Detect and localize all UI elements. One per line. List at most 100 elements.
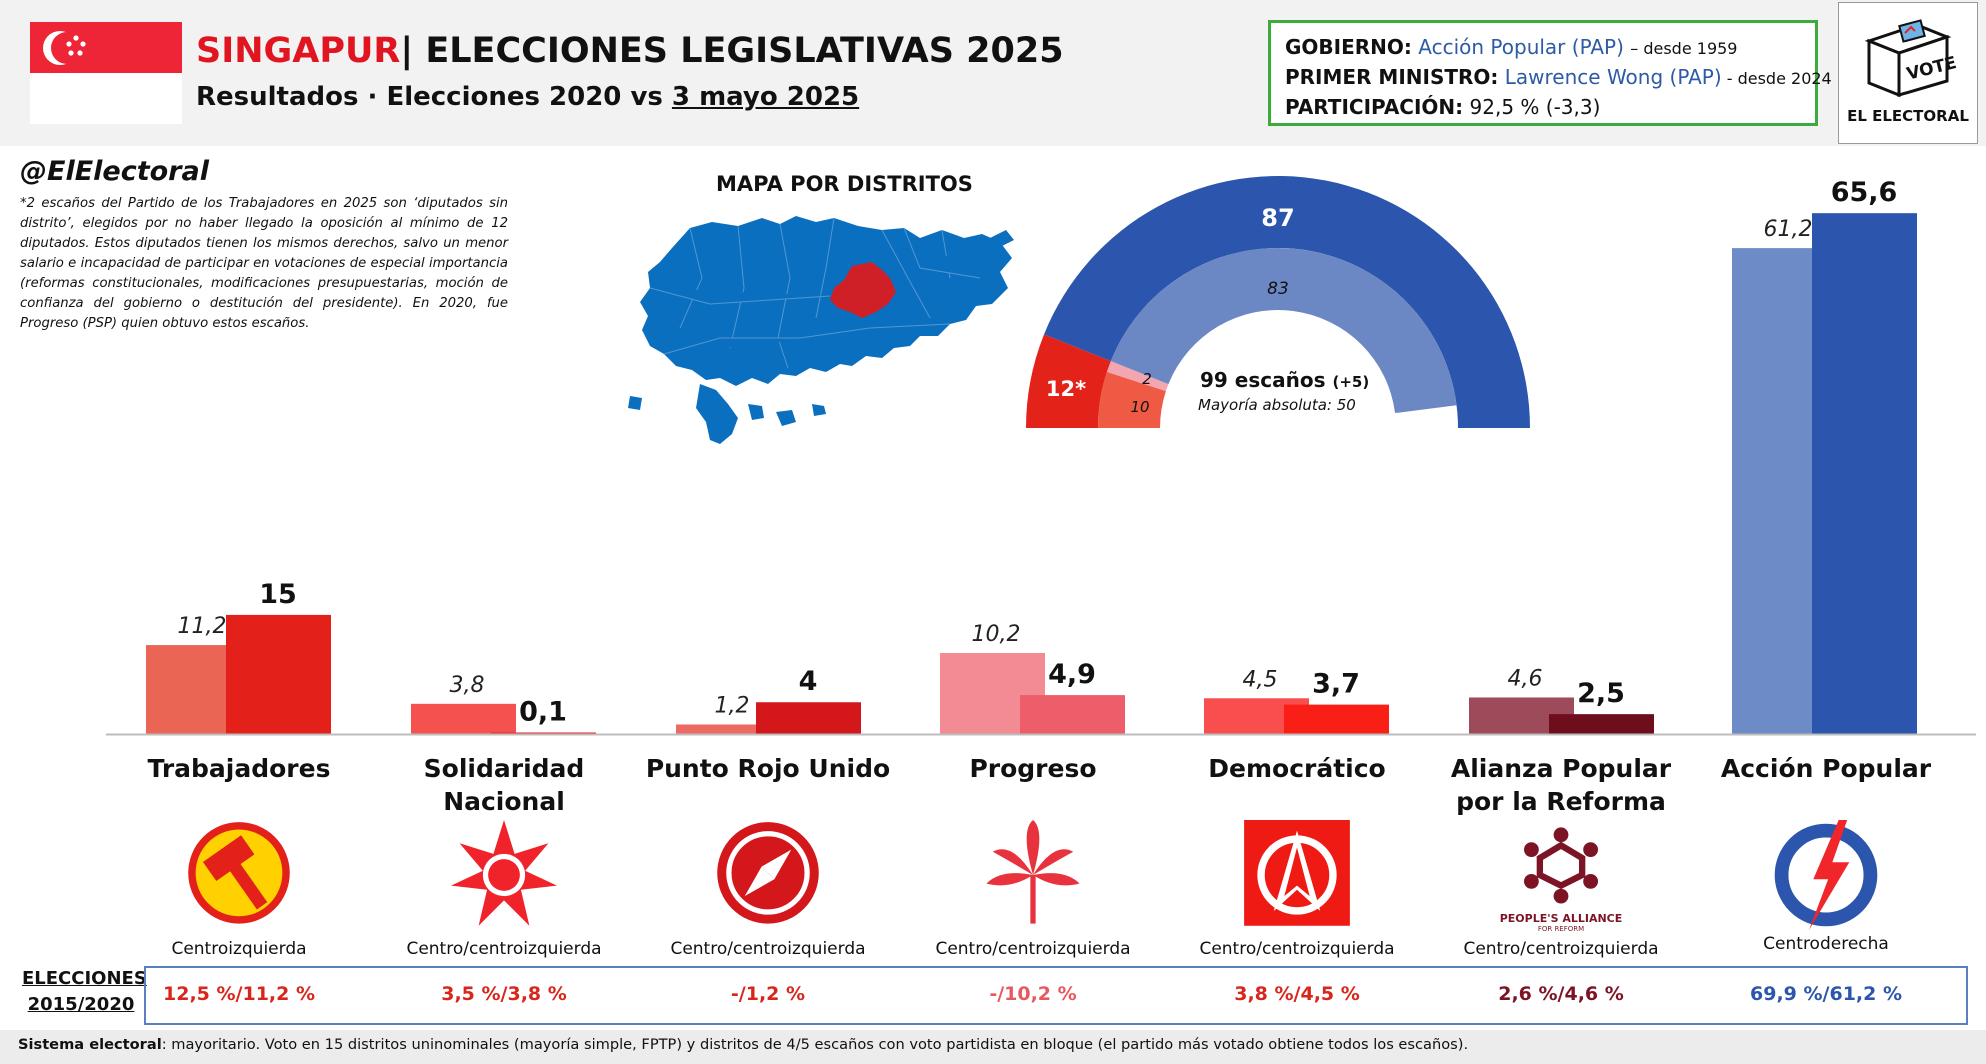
bar-label-2025-0: 15 bbox=[259, 579, 297, 610]
seat-label-psp-2020: 2 bbox=[1142, 370, 1152, 388]
people-ring-icon bbox=[1506, 820, 1616, 930]
footnote-text: *2 escaños del Partido de los Trabajador… bbox=[20, 196, 508, 331]
gov-since: – desde 1959 bbox=[1630, 39, 1738, 58]
arrow-circle-icon bbox=[1242, 820, 1352, 930]
title-rest: | ELECCIONES LEGISLATIVAS 2025 bbox=[400, 31, 1064, 71]
el-electoral-logo: VOTE EL ELECTORAL bbox=[1838, 2, 1978, 144]
party-history-0: 12,5 %/11,2 % bbox=[163, 983, 315, 1005]
bar-label-2025-5: 2,5 bbox=[1577, 678, 1625, 709]
gov-value: Acción Popular (PAP) bbox=[1418, 35, 1624, 59]
handle-text: @ElElectoral bbox=[20, 156, 209, 187]
party-ideology-5: Centro/centroizquierda bbox=[1463, 939, 1659, 959]
bar-2025-1 bbox=[491, 732, 596, 734]
district-map bbox=[628, 216, 1014, 444]
bar-label-2020-3: 10,2 bbox=[972, 622, 1021, 647]
map-island-small-5 bbox=[990, 230, 1014, 246]
map-island-small-4 bbox=[628, 396, 642, 410]
seats-total-label: 99 escaños bbox=[1200, 368, 1326, 392]
compass-icon bbox=[713, 820, 823, 930]
title-country: SINGAPUR bbox=[196, 31, 401, 71]
party-ideology-3: Centro/centroizquierda bbox=[935, 939, 1131, 959]
pm-value: Lawrence Wong (PAP) bbox=[1504, 65, 1722, 89]
bar-label-2020-4: 4,5 bbox=[1243, 667, 1278, 692]
pm-since: - desde 2024 bbox=[1721, 69, 1832, 88]
bar-2025-2 bbox=[756, 702, 861, 734]
party-name-5: Alianza Popular por la Reforma bbox=[1450, 754, 1672, 816]
seats-total: 99 escaños (+5) bbox=[1200, 368, 1369, 392]
seat-hemicycle: 87 12* 83 10 2 bbox=[1026, 175, 1530, 428]
map-island-small-2 bbox=[776, 410, 796, 426]
bar-2025-4 bbox=[1284, 704, 1389, 734]
turnout-value: 92,5 % (-3,3) bbox=[1469, 95, 1601, 119]
party-ideology-4: Centro/centroizquierda bbox=[1199, 939, 1395, 959]
seat-label-pap-2020: 83 bbox=[1267, 279, 1289, 299]
seats-majority: Mayoría absoluta: 50 bbox=[1198, 396, 1356, 414]
vote-share-bar-chart: 11,2 15 3,8 0,1 1,2 4 10,2 4,9 4,5 3,7 4,6 2,5 61,2 6… bbox=[106, 177, 1976, 736]
seat-label-wp-2020: 10 bbox=[1130, 398, 1149, 416]
seat-label-wp-2025: 12* bbox=[1046, 377, 1086, 401]
bar-label-2025-2: 4 bbox=[799, 666, 818, 697]
bar-label-2025-3: 4,9 bbox=[1048, 659, 1096, 690]
party-logo-text-5: PEOPLE'S ALLIANCE bbox=[1499, 912, 1623, 925]
government-info-box: GOBIERNO: Acción Popular (PAP) – desde 1… bbox=[1268, 20, 1832, 126]
party-ideology-6: Centroderecha bbox=[1763, 934, 1889, 954]
map-island-small-1 bbox=[748, 404, 764, 420]
party-history-4: 3,8 %/4,5 % bbox=[1234, 983, 1360, 1005]
singapore-flag-icon bbox=[30, 22, 182, 124]
party-name-3: Progreso bbox=[969, 754, 1097, 783]
bar-2020-2 bbox=[676, 724, 781, 734]
history-label: ELECCIONES 2015/2020 bbox=[22, 968, 147, 1015]
logo-brand-text: EL ELECTORAL bbox=[1847, 107, 1969, 125]
party-name-4: Democrático bbox=[1208, 754, 1386, 783]
map-title: MAPA POR DISTRITOS bbox=[716, 172, 973, 196]
footer-band bbox=[0, 1030, 1986, 1064]
hammer-icon bbox=[184, 820, 294, 930]
footer-label: Sistema electoral bbox=[18, 1036, 162, 1053]
history-box bbox=[144, 966, 1968, 1025]
party-name-1: Solidaridad Nacional bbox=[423, 754, 585, 816]
bar-label-2020-0: 11,2 bbox=[178, 614, 227, 639]
seats-total-change: (+5) bbox=[1332, 373, 1370, 391]
subtitle-date: 3 mayo 2025 bbox=[671, 82, 860, 112]
palm-icon bbox=[978, 820, 1088, 930]
inner-segment-0 bbox=[1098, 371, 1166, 428]
party-name-6: Acción Popular bbox=[1720, 754, 1932, 783]
bar-label-2025-6: 65,6 bbox=[1831, 177, 1898, 208]
party-ideology-2: Centro/centroizquierda bbox=[670, 939, 866, 959]
gov-label: GOBIERNO: bbox=[1285, 35, 1412, 59]
page-subtitle: Resultados · Elecciones 2020 vs 3 mayo 2… bbox=[196, 80, 859, 114]
bar-label-2020-1: 3,8 bbox=[450, 673, 485, 698]
party-logo-subtext-5: FOR REFORM bbox=[1537, 925, 1585, 933]
bar-label-2020-5: 4,6 bbox=[1508, 666, 1543, 691]
party-history-2: -/1,2 % bbox=[730, 983, 806, 1005]
map-wp-district bbox=[830, 262, 896, 318]
party-name-0: Trabajadores bbox=[147, 754, 331, 783]
footer-text: : mayoritario. Voto en 15 distritos unin… bbox=[161, 1036, 1469, 1053]
party-history-1: 3,5 %/3,8 % bbox=[441, 983, 567, 1005]
bar-label-2020-2: 1,2 bbox=[715, 693, 750, 718]
subtitle-prefix: Resultados · Elecciones 2020 vs bbox=[196, 82, 672, 112]
ballot-box-icon: VOTE bbox=[1864, 19, 1959, 98]
page-title: SINGAPUR| ELECCIONES LEGISLATIVAS 2025 bbox=[196, 30, 1064, 72]
bar-2025-5 bbox=[1549, 714, 1654, 734]
bar-2025-6 bbox=[1812, 213, 1917, 734]
party-history-3: -/10,2 % bbox=[989, 983, 1077, 1005]
bar-2025-3 bbox=[1020, 695, 1125, 734]
inner-segment-2 bbox=[1110, 247, 1457, 414]
party-name-2: Punto Rojo Unido bbox=[645, 754, 891, 783]
bar-2020-1 bbox=[411, 703, 516, 734]
party-history-5: 2,6 %/4,6 % bbox=[1498, 983, 1624, 1005]
pm-label: PRIMER MINISTRO: bbox=[1285, 65, 1499, 89]
inner-segment-1 bbox=[1106, 361, 1169, 392]
party-ideology-1: Centro/centroizquierda bbox=[406, 939, 602, 959]
bar-label-2020-6: 61,2 bbox=[1764, 217, 1813, 242]
bar-2025-0 bbox=[226, 614, 331, 734]
star-burst-icon bbox=[449, 820, 559, 930]
party-ideology-0: Centroizquierda bbox=[171, 939, 307, 959]
party-history-6: 69,9 %/61,2 % bbox=[1750, 983, 1902, 1005]
electoral-system-note: Sistema electoral: mayoritario. Voto en … bbox=[18, 1034, 1468, 1056]
lightning-circle-icon bbox=[1771, 820, 1881, 930]
bar-label-2025-4: 3,7 bbox=[1312, 669, 1360, 700]
outer-segment-0 bbox=[1026, 334, 1111, 428]
map-island-small-3 bbox=[812, 404, 826, 416]
